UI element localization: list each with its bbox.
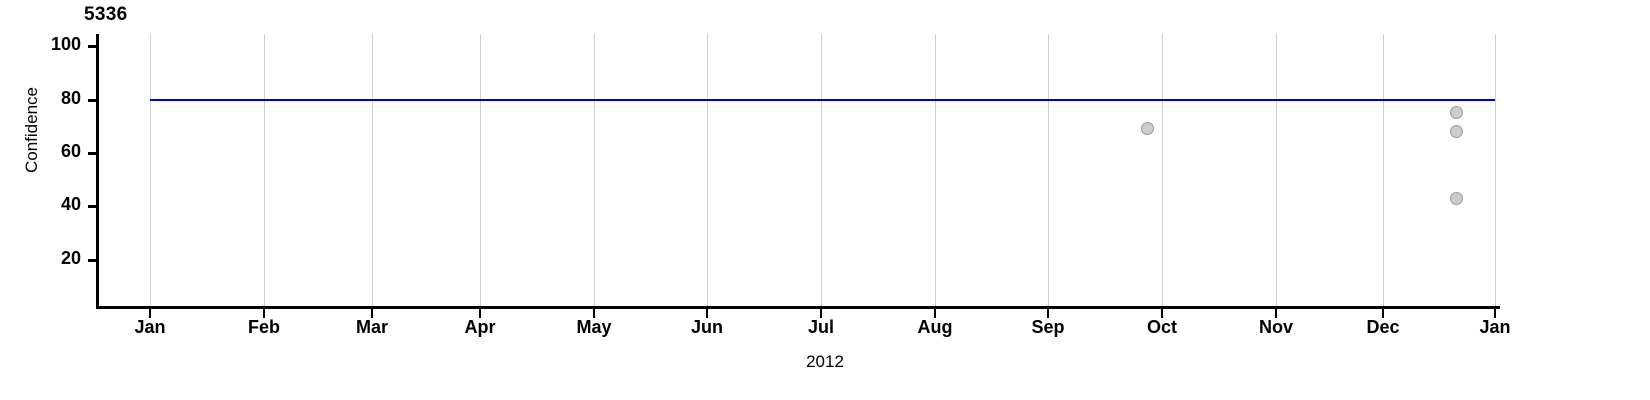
x-tick-label: Dec xyxy=(1366,317,1400,337)
x-tick-label: Apr xyxy=(464,317,496,337)
x-tick-label: Feb xyxy=(247,317,280,337)
y-tick-label: 40 xyxy=(60,194,81,215)
x-tick-label: Nov xyxy=(1258,317,1293,337)
gridline-vertical xyxy=(1162,34,1163,306)
y-tick-mark xyxy=(88,152,97,155)
gridline-vertical xyxy=(707,34,708,306)
x-tick-mark xyxy=(371,308,373,318)
gridline-vertical xyxy=(1383,34,1384,306)
chart-title: 5336 xyxy=(84,4,128,25)
gridline-vertical xyxy=(372,34,373,306)
data-point[interactable] xyxy=(1140,122,1154,136)
gridline-vertical xyxy=(1495,34,1496,306)
x-tick-label: May xyxy=(576,317,612,337)
y-axis-line xyxy=(96,34,99,308)
y-tick-mark xyxy=(88,98,97,102)
plot-area xyxy=(99,34,1500,306)
gridline-vertical xyxy=(821,34,822,306)
data-point[interactable] xyxy=(1449,106,1463,120)
y-axis-title: Confidence xyxy=(22,87,41,174)
x-tick-label: Mar xyxy=(355,317,388,337)
x-tick-label: Jan xyxy=(1479,317,1511,337)
x-axis-line xyxy=(96,306,1500,309)
data-point[interactable] xyxy=(1449,191,1463,205)
y-tick-mark xyxy=(88,205,97,209)
x-tick-mark xyxy=(706,308,708,318)
x-tick-mark xyxy=(1047,308,1049,318)
x-tick-mark xyxy=(593,308,595,318)
x-tick-label: Aug xyxy=(917,317,953,337)
y-tick-label: 60 xyxy=(60,141,81,161)
y-tick-mark xyxy=(88,45,97,49)
gridline-vertical xyxy=(1048,34,1049,306)
x-tick-label: Jun xyxy=(690,317,723,337)
x-tick-mark xyxy=(1275,308,1277,318)
y-tick-label: 100 xyxy=(50,34,81,55)
y-tick-label: 20 xyxy=(60,247,81,268)
gridline-vertical xyxy=(1276,34,1277,306)
x-tick-mark xyxy=(1161,308,1163,318)
x-axis-title: 2012 xyxy=(806,352,844,371)
x-tick-label: Oct xyxy=(1146,317,1177,337)
x-tick-label: Sep xyxy=(1031,317,1065,337)
x-tick-mark xyxy=(1494,308,1496,318)
gridline-vertical xyxy=(594,34,595,306)
x-tick-mark xyxy=(1382,308,1384,318)
gridline-vertical xyxy=(150,34,151,306)
x-tick-mark xyxy=(820,308,822,318)
y-tick-label: 80 xyxy=(60,87,81,108)
y-tick-mark xyxy=(88,258,97,262)
x-tick-label: Jan xyxy=(134,317,166,337)
gridline-vertical xyxy=(264,34,265,306)
x-tick-mark xyxy=(934,308,936,318)
threshold-reference-line xyxy=(150,98,1495,101)
gridline-vertical xyxy=(480,34,481,306)
x-tick-label: Jul xyxy=(807,317,834,337)
x-tick-mark xyxy=(149,308,151,318)
gridline-vertical xyxy=(935,34,936,306)
x-tick-mark xyxy=(479,308,481,318)
x-tick-mark xyxy=(263,308,265,318)
data-point[interactable] xyxy=(1449,125,1463,139)
